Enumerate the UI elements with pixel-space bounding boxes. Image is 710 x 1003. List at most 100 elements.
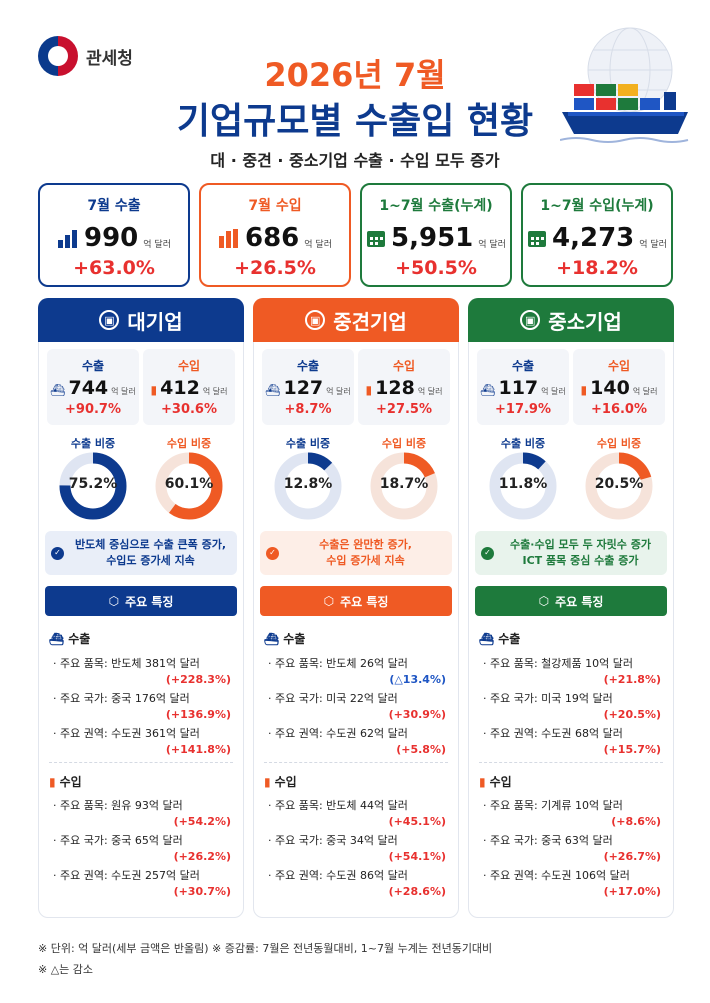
export-section-title: ⛴ 수출 bbox=[479, 631, 521, 647]
column-title: 중소기업 bbox=[548, 309, 622, 334]
page-subtitle: 대 · 중견 · 중소기업 수출 · 수입 모두 증가 bbox=[210, 151, 500, 170]
bar-chart-icon: ▮ bbox=[264, 774, 271, 789]
export-share-donut bbox=[274, 452, 342, 520]
summary-value: 990 bbox=[84, 223, 139, 253]
summary-change: +63.0% bbox=[73, 257, 155, 279]
ship-icon: ⛴ bbox=[480, 383, 496, 397]
note-line: 반도체 중심으로 수출 큰폭 증가, bbox=[74, 538, 227, 552]
donut-share-arc bbox=[370, 452, 438, 520]
check-icon: ✓ bbox=[266, 546, 279, 560]
summary-unit: 억 달러 bbox=[143, 239, 171, 250]
section-divider bbox=[264, 762, 448, 763]
export-label: 수출 bbox=[296, 359, 320, 373]
page-title: 기업규모별 수출입 현황 bbox=[176, 101, 534, 142]
feature-item: · 주요 권역: 수도권 106억 달러 (+17.0%) bbox=[483, 869, 661, 898]
export-share-value: 12.8% bbox=[283, 476, 333, 492]
column-header: ▣ 대기업 bbox=[38, 298, 244, 342]
box-icon: ⬡ bbox=[538, 594, 550, 608]
feature-item: · 주요 권역: 수도권 62억 달러 (+5.8%) bbox=[268, 727, 446, 756]
features-header: ⬡ 주요 특징 bbox=[260, 586, 452, 616]
footnote-decrease: ※ △는 감소 bbox=[38, 963, 94, 976]
summary-card-july-import: 7월 수입 686 억 달러 +26.5% bbox=[199, 183, 351, 287]
column-header: ▣ 중견기업 bbox=[253, 298, 459, 342]
summary-label: 1~7월 수출(누계) bbox=[379, 198, 493, 214]
donut-share-arc bbox=[59, 452, 127, 520]
import-mini-card: 수입 ▮ 128 억 달러 +27.5% bbox=[358, 349, 450, 425]
summary-change: +18.2% bbox=[556, 257, 638, 279]
note-line: 수입 증가세 지속 bbox=[326, 554, 405, 567]
company-size-column: ▣ 중견기업 수출 ⛴ 127 억 달러 +8.7% 수입 ▮ 128 억 달러… bbox=[253, 298, 459, 918]
import-label: 수입 bbox=[177, 359, 201, 373]
note-line: 수출·수입 모두 두 자릿수 증가 bbox=[510, 538, 651, 552]
export-value: 744 bbox=[68, 377, 109, 399]
export-value: 127 bbox=[283, 377, 324, 399]
page-title-date: 2026년 7월 bbox=[264, 56, 446, 94]
bar-chart-icon: ▮ bbox=[150, 383, 158, 397]
feature-item: · 주요 국가: 중국 63억 달러 (+26.7%) bbox=[483, 834, 661, 863]
export-share-label: 수출 비중 bbox=[500, 437, 546, 450]
summary-value: 4,273 bbox=[552, 223, 635, 253]
import-label: 수입 bbox=[607, 359, 631, 373]
export-label: 수출 bbox=[81, 359, 105, 373]
calendar-icon bbox=[367, 231, 386, 247]
import-value: 412 bbox=[160, 377, 200, 399]
summary-value: 5,951 bbox=[391, 223, 474, 253]
summary-label: 7월 수출 bbox=[87, 198, 141, 214]
donut-share-arc bbox=[155, 452, 223, 520]
feature-item: · 주요 국가: 중국 34억 달러 (+54.1%) bbox=[268, 834, 446, 863]
building-icon: ▣ bbox=[305, 310, 326, 330]
summary-card-cumulative-export: 1~7월 수출(누계) 5,951 억 달러 +50.5% bbox=[360, 183, 512, 287]
import-share-donut bbox=[370, 452, 438, 520]
import-share-value: 18.7% bbox=[379, 476, 429, 492]
bar-chart-icon bbox=[58, 230, 77, 248]
import-share-donut bbox=[155, 452, 223, 520]
import-share-value: 60.1% bbox=[164, 476, 214, 492]
export-unit: 억 달러 bbox=[111, 387, 136, 396]
box-icon: ⬡ bbox=[108, 594, 120, 608]
summary-label: 1~7월 수입(누계) bbox=[540, 198, 654, 214]
cargo-ship-illustration bbox=[560, 27, 689, 143]
import-change: +27.5% bbox=[376, 402, 432, 417]
ship-icon: ⛴ bbox=[264, 631, 280, 646]
summary-unit: 억 달러 bbox=[304, 239, 332, 250]
import-mini-card: 수입 ▮ 412 억 달러 +30.6% bbox=[143, 349, 235, 425]
company-size-column: ▣ 대기업 수출 ⛴ 744 억 달러 +90.7% 수입 ▮ 412 억 달러… bbox=[38, 298, 244, 918]
summary-unit: 억 달러 bbox=[639, 239, 667, 250]
export-section-title: ⛴ 수출 bbox=[49, 631, 91, 647]
import-unit: 억 달러 bbox=[417, 387, 443, 396]
building-icon: ▣ bbox=[99, 310, 120, 330]
summary-unit: 억 달러 bbox=[478, 239, 506, 250]
import-value: 140 bbox=[590, 377, 630, 399]
bar-chart-icon: ▮ bbox=[49, 774, 56, 789]
agency-logo: 관세청 bbox=[38, 36, 133, 76]
export-unit: 억 달러 bbox=[326, 387, 351, 396]
feature-item: · 주요 품목: 기계류 10억 달러 (+8.6%) bbox=[483, 799, 661, 828]
import-share-label: 수입 비중 bbox=[596, 437, 642, 450]
summary-note: ✓ 수출은 완만한 증가, 수입 증가세 지속 bbox=[260, 531, 452, 575]
check-icon: ✓ bbox=[481, 546, 494, 560]
summary-change: +50.5% bbox=[395, 257, 477, 279]
export-unit: 억 달러 bbox=[541, 387, 566, 396]
features-label: 주요 특징 bbox=[340, 594, 389, 609]
company-size-column: ▣ 중소기업 수출 ⛴ 117 억 달러 +17.9% 수입 ▮ 140 억 달… bbox=[468, 298, 674, 918]
features-header: ⬡ 주요 특징 bbox=[475, 586, 667, 616]
import-share-donut bbox=[585, 452, 653, 520]
ship-icon: ⛴ bbox=[50, 383, 66, 397]
donut-share-arc bbox=[585, 452, 653, 520]
bar-chart-icon: ▮ bbox=[365, 383, 373, 397]
note-line: 수출은 완만한 증가, bbox=[319, 538, 412, 552]
bar-chart-icon: ▮ bbox=[580, 383, 588, 397]
check-icon: ✓ bbox=[51, 546, 64, 560]
import-section-title: ▮ 수입 bbox=[264, 774, 297, 790]
feature-item: · 주요 품목: 철강제품 10억 달러 (+21.8%) bbox=[483, 657, 661, 686]
feature-item: · 주요 권역: 수도권 68억 달러 (+15.7%) bbox=[483, 727, 661, 756]
feature-item: · 주요 국가: 중국 176억 달러 (+136.9%) bbox=[53, 692, 231, 721]
features-label: 주요 특징 bbox=[125, 594, 174, 609]
building-icon: ▣ bbox=[520, 310, 541, 330]
feature-item: · 주요 품목: 원유 93억 달러 (+54.2%) bbox=[53, 799, 231, 828]
summary-change: +26.5% bbox=[234, 257, 316, 279]
import-value: 128 bbox=[375, 377, 415, 399]
export-mini-card: 수출 ⛴ 117 억 달러 +17.9% bbox=[477, 349, 569, 425]
bar-chart-icon bbox=[219, 229, 238, 248]
feature-item: · 주요 국가: 미국 19억 달러 (+20.5%) bbox=[483, 692, 661, 721]
